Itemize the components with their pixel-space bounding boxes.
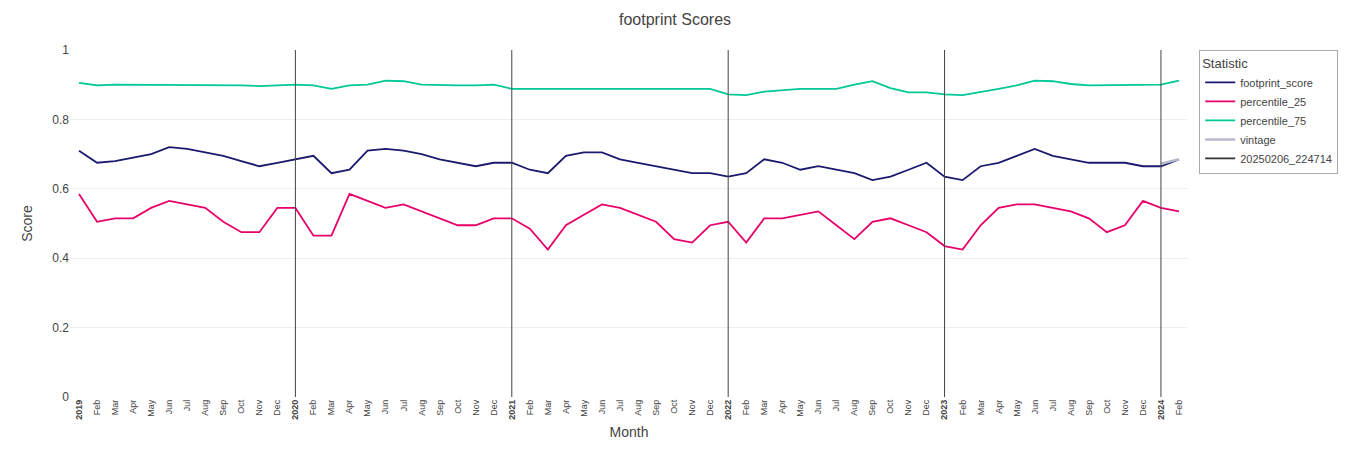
svg-text:Jul: Jul <box>182 400 192 412</box>
svg-text:vintage: vintage <box>1240 134 1275 146</box>
svg-text:Dec: Dec <box>489 399 499 416</box>
svg-text:Sep: Sep <box>1084 400 1094 416</box>
svg-text:Nov: Nov <box>1120 399 1130 416</box>
svg-text:Aug: Aug <box>849 400 859 416</box>
svg-text:Oct: Oct <box>453 399 463 414</box>
svg-text:Jul: Jul <box>399 400 409 412</box>
svg-text:Sep: Sep <box>435 400 445 416</box>
svg-text:May: May <box>579 399 589 417</box>
svg-text:Aug: Aug <box>633 400 643 416</box>
svg-text:2019: 2019 <box>74 400 84 420</box>
svg-text:Apr: Apr <box>344 400 354 414</box>
svg-text:Sep: Sep <box>651 400 661 416</box>
svg-text:Month: Month <box>610 424 649 440</box>
svg-text:Jul: Jul <box>615 400 625 412</box>
svg-text:Jun: Jun <box>380 400 390 415</box>
svg-text:Jun: Jun <box>813 400 823 415</box>
svg-text:Apr: Apr <box>561 400 571 414</box>
svg-text:2021: 2021 <box>507 400 517 420</box>
svg-text:1: 1 <box>62 43 69 57</box>
svg-text:2024: 2024 <box>1156 400 1166 420</box>
svg-text:Nov: Nov <box>254 399 264 416</box>
svg-text:Score: Score <box>19 205 35 242</box>
svg-text:footprint Scores: footprint Scores <box>619 11 731 28</box>
svg-text:Jun: Jun <box>597 400 607 415</box>
svg-text:Oct: Oct <box>669 399 679 414</box>
svg-text:Feb: Feb <box>741 400 751 416</box>
svg-text:0.4: 0.4 <box>52 251 69 265</box>
svg-text:Dec: Dec <box>921 399 931 416</box>
svg-text:0.2: 0.2 <box>52 321 69 335</box>
svg-text:0: 0 <box>62 390 69 404</box>
svg-text:Oct: Oct <box>1102 399 1112 414</box>
svg-text:Feb: Feb <box>1174 400 1184 416</box>
svg-text:May: May <box>795 399 805 417</box>
svg-text:May: May <box>1012 399 1022 417</box>
svg-text:Jul: Jul <box>1048 400 1058 412</box>
svg-text:Dec: Dec <box>272 399 282 416</box>
svg-text:Mar: Mar <box>759 400 769 416</box>
svg-text:Feb: Feb <box>958 400 968 416</box>
svg-text:Apr: Apr <box>994 400 1004 414</box>
svg-text:Sep: Sep <box>218 400 228 416</box>
svg-text:Oct: Oct <box>236 399 246 414</box>
svg-text:Oct: Oct <box>885 399 895 414</box>
svg-text:May: May <box>362 399 372 417</box>
svg-text:percentile_75: percentile_75 <box>1240 115 1306 127</box>
svg-text:Statistic: Statistic <box>1202 56 1248 71</box>
svg-text:2023: 2023 <box>939 400 949 420</box>
svg-text:Mar: Mar <box>326 400 336 416</box>
svg-text:Nov: Nov <box>903 399 913 416</box>
svg-text:Apr: Apr <box>777 400 787 414</box>
svg-text:0.6: 0.6 <box>52 182 69 196</box>
svg-text:Aug: Aug <box>1066 400 1076 416</box>
svg-text:Aug: Aug <box>417 400 427 416</box>
svg-text:May: May <box>146 399 156 417</box>
svg-text:Nov: Nov <box>687 399 697 416</box>
svg-text:Dec: Dec <box>705 399 715 416</box>
svg-text:footprint_score: footprint_score <box>1240 77 1313 89</box>
svg-text:20250206_224714: 20250206_224714 <box>1240 153 1332 165</box>
svg-text:Aug: Aug <box>200 400 210 416</box>
svg-text:Mar: Mar <box>110 400 120 416</box>
svg-text:Feb: Feb <box>525 400 535 416</box>
svg-text:0.8: 0.8 <box>52 113 69 127</box>
svg-text:Mar: Mar <box>543 400 553 416</box>
svg-text:2020: 2020 <box>290 400 300 420</box>
svg-text:Jun: Jun <box>1030 400 1040 415</box>
svg-text:percentile_25: percentile_25 <box>1240 96 1306 108</box>
svg-text:Feb: Feb <box>92 400 102 416</box>
svg-text:2022: 2022 <box>723 400 733 420</box>
svg-text:Jun: Jun <box>164 400 174 415</box>
svg-text:Feb: Feb <box>308 400 318 416</box>
svg-text:Apr: Apr <box>128 400 138 414</box>
svg-text:Dec: Dec <box>1138 399 1148 416</box>
svg-text:Jul: Jul <box>831 400 841 412</box>
svg-text:Sep: Sep <box>867 400 877 416</box>
svg-text:Mar: Mar <box>976 400 986 416</box>
svg-text:Nov: Nov <box>471 399 481 416</box>
